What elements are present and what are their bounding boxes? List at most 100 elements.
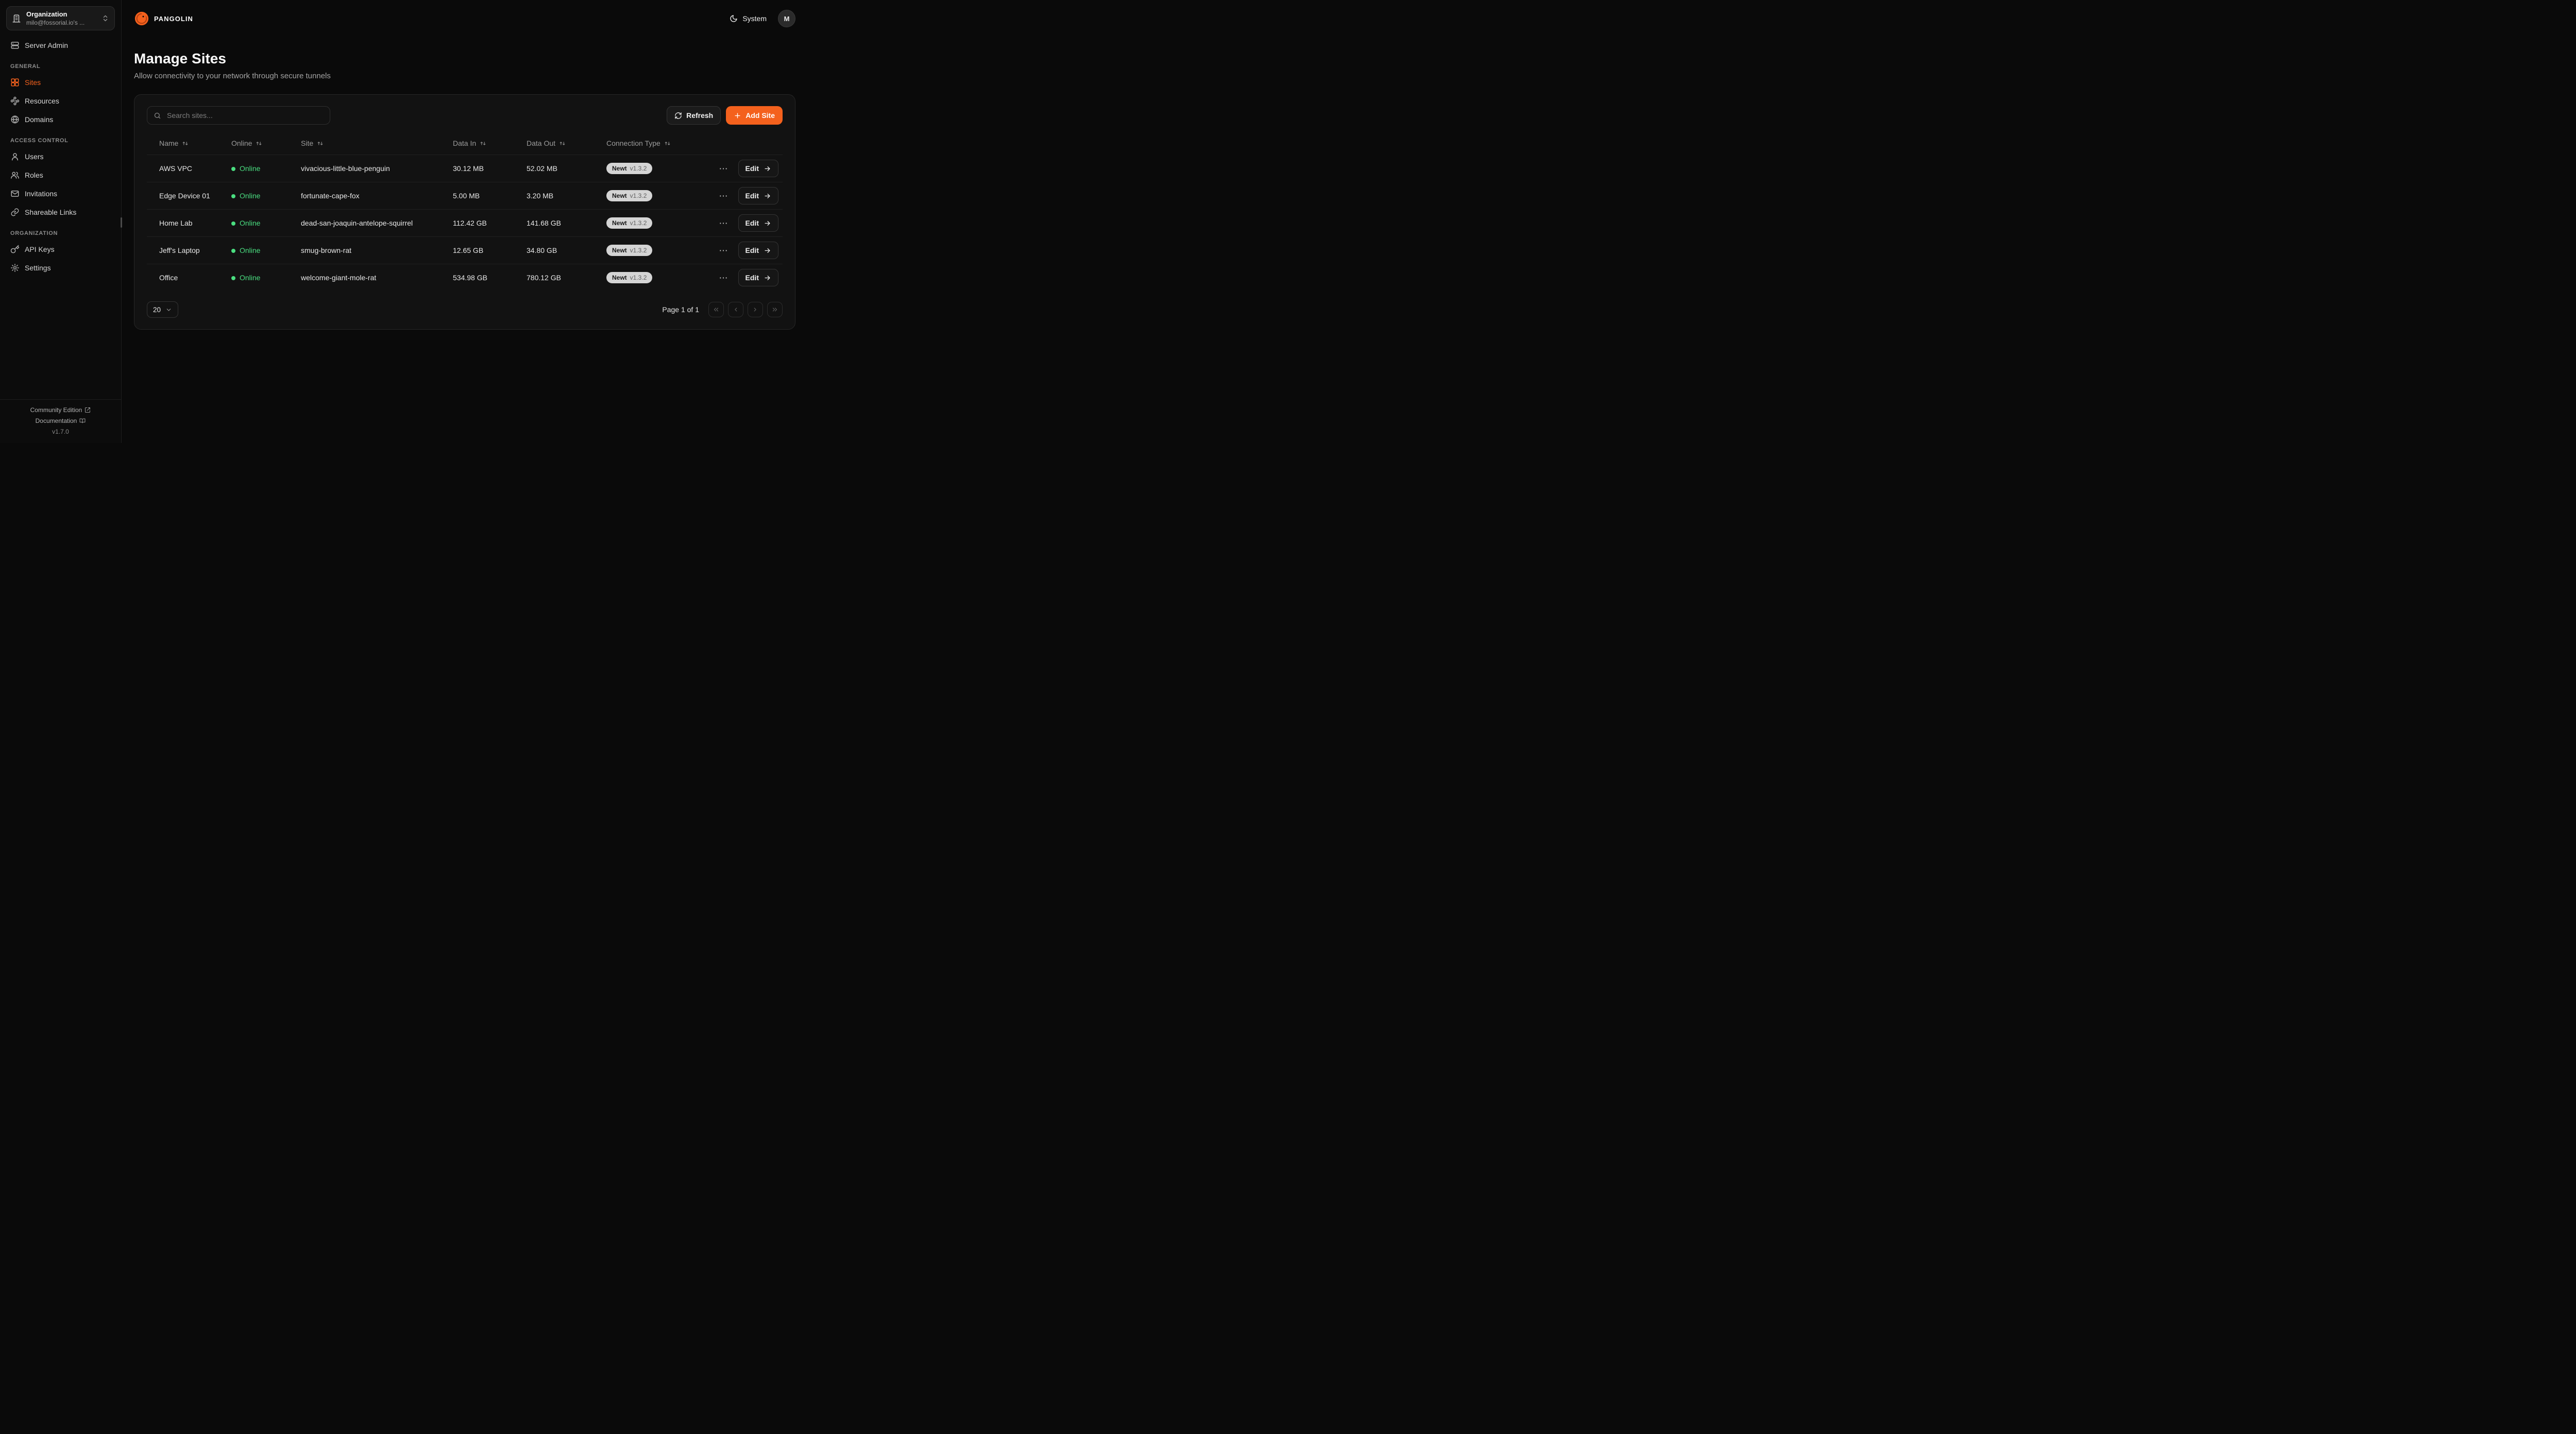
refresh-button[interactable]: Refresh [667,106,721,125]
sidebar-item-users[interactable]: Users [6,148,115,165]
site-connection-type: Newt v1.3.2 [606,217,696,229]
app-version: v1.7.0 [52,428,69,435]
online-label: Online [240,246,261,254]
table-row: Home Lab Online dead-san-joaquin-antelop… [147,209,783,236]
column-header-connection-type[interactable]: Connection Type [606,139,696,147]
key-icon [10,245,20,253]
sidebar-item-server-admin[interactable]: Server Admin [6,37,115,54]
site-online-status: Online [231,274,301,282]
edit-button[interactable]: Edit [738,187,778,204]
users-icon [11,172,19,179]
column-header-data-out[interactable]: Data Out [527,139,606,147]
pager: Page 1 of 1 [662,302,783,317]
arrow-right-icon [765,193,770,198]
plus-icon [735,112,740,118]
theme-label: System [742,14,767,23]
site-connection-type: Newt v1.3.2 [606,245,696,256]
sidebar-footer: Community Edition Documentation v1.7.0 [0,399,121,443]
connection-type-label: Newt [612,247,627,254]
edit-button[interactable]: Edit [738,242,778,259]
page-size-select[interactable]: 20 [147,301,179,318]
table-row: AWS VPC Online vivacious-little-blue-pen… [147,155,783,182]
column-label: Data In [453,139,477,147]
sidebar: Organization milo@fossorial.io's ... Ser… [0,0,122,443]
topbar-right: System M [730,10,795,27]
column-header-site[interactable]: Site [301,139,453,147]
edit-label: Edit [745,164,759,173]
site-data-out: 141.68 GB [527,219,561,227]
site-tunnel-name: fortunate-cape-fox [301,192,360,200]
site-online-status: Online [231,219,301,227]
section-label-organization: ORGANIZATION [10,230,58,236]
edit-button[interactable]: Edit [738,160,778,177]
site-tunnel-name: welcome-giant-mole-rat [301,274,377,282]
sidebar-item-shareable-links[interactable]: Shareable Links [6,203,115,221]
sidebar-resize-handle[interactable] [121,217,122,228]
search-input[interactable] [166,111,324,120]
edit-button[interactable]: Edit [738,214,778,232]
sort-icon [480,141,486,145]
next-page-button[interactable] [748,302,763,317]
sidebar-item-api-keys[interactable]: API Keys [6,241,115,258]
page-content: Manage Sites Allow connectivity to your … [122,37,808,342]
edit-button[interactable]: Edit [738,269,778,286]
connection-version-label: v1.3.2 [630,165,647,172]
connection-badge: Newt v1.3.2 [606,190,653,201]
theme-selector[interactable]: System [730,14,767,23]
documentation-label: Documentation [35,417,77,424]
external-link-icon [85,407,91,413]
chevron-right-icon [754,308,756,312]
row-menu-button[interactable]: ⋯ [716,163,731,174]
connection-version-label: v1.3.2 [630,192,647,199]
online-dot [231,249,235,253]
column-label: Connection Type [606,139,660,147]
online-dot [231,276,235,280]
pager-buttons [708,302,783,317]
edit-label: Edit [745,274,759,282]
online-dot [231,194,235,198]
site-data-in: 30.12 MB [453,164,484,173]
sidebar-item-domains[interactable]: Domains [6,111,115,128]
ellipsis-icon: ⋯ [719,218,728,228]
chevron-left-icon [735,308,737,312]
site-online-status: Online [231,192,301,200]
row-menu-button[interactable]: ⋯ [716,218,731,229]
column-header-data-in[interactable]: Data In [453,139,527,147]
site-tunnel-name: smug-brown-rat [301,246,352,254]
sidebar-item-invitations[interactable]: Invitations [6,185,115,202]
row-menu-button[interactable]: ⋯ [716,191,731,201]
org-selector-title: Organization [26,10,67,18]
community-edition-link[interactable]: Community Edition [5,406,116,414]
avatar[interactable]: M [778,10,795,27]
previous-page-button[interactable] [728,302,743,317]
column-header-online[interactable]: Online [231,139,301,147]
row-menu-button[interactable]: ⋯ [716,272,731,283]
sidebar-item-resources[interactable]: Resources [6,92,115,110]
row-menu-button[interactable]: ⋯ [716,245,731,256]
site-data-out: 52.02 MB [527,164,557,173]
connection-type-label: Newt [612,274,627,281]
sort-icon [317,141,323,145]
sidebar-item-roles[interactable]: Roles [6,166,115,184]
section-label-general: GENERAL [10,63,41,70]
org-selector[interactable]: Organization milo@fossorial.io's ... [6,6,115,30]
last-page-button[interactable] [767,302,783,317]
sidebar-item-settings[interactable]: Settings [6,259,115,277]
online-dot [231,167,235,171]
brand: PANGOLIN [134,11,193,26]
first-page-button[interactable] [708,302,724,317]
grid-icon [11,78,19,87]
documentation-link[interactable]: Documentation [5,417,116,424]
sort-icon [665,141,670,145]
site-data-out: 3.20 MB [527,192,554,200]
sidebar-item-sites[interactable]: Sites [6,74,115,91]
site-data-in: 534.98 GB [453,274,487,282]
row-actions: ⋯ Edit [696,160,778,177]
chevrons-right-icon [772,308,777,312]
column-header-name[interactable]: Name [159,139,231,147]
edit-label: Edit [745,192,759,200]
sidebar-item-label: Server Admin [25,41,69,49]
add-site-button[interactable]: Add Site [726,106,783,125]
site-tunnel-name: vivacious-little-blue-penguin [301,164,390,173]
topbar: PANGOLIN System M [122,0,808,37]
